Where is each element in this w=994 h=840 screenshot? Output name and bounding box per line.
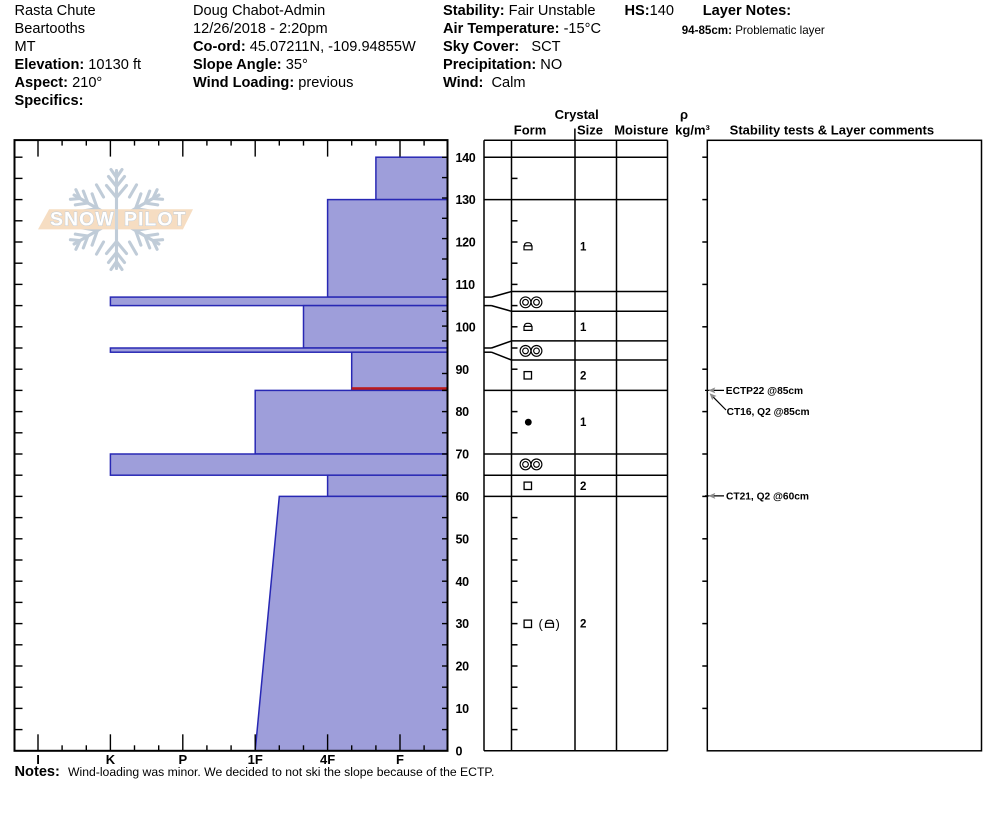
- svg-text:120: 120: [456, 236, 476, 250]
- svg-text:SNOW: SNOW: [50, 209, 115, 231]
- svg-text:50: 50: [456, 532, 470, 546]
- svg-text:110: 110: [456, 278, 476, 292]
- svg-text:K: K: [106, 752, 116, 767]
- svg-text:90: 90: [456, 363, 470, 377]
- svg-text:CT21, Q2 @60cm: CT21, Q2 @60cm: [726, 492, 809, 503]
- svg-text:1F: 1F: [248, 752, 263, 767]
- svg-text:kg/m³: kg/m³: [675, 123, 710, 138]
- svg-text:P: P: [178, 752, 187, 767]
- svg-text:Crystal: Crystal: [555, 107, 599, 122]
- svg-text:Size: Size: [577, 123, 603, 138]
- svg-text:Form: Form: [514, 123, 547, 138]
- svg-text:80: 80: [456, 405, 470, 419]
- svg-text:70: 70: [456, 448, 470, 462]
- svg-text:140: 140: [456, 151, 476, 165]
- svg-text:2: 2: [580, 371, 586, 383]
- svg-text:ρ: ρ: [680, 107, 688, 122]
- svg-text:20: 20: [456, 660, 470, 674]
- svg-text:): ): [556, 617, 560, 632]
- svg-text:1: 1: [580, 322, 587, 334]
- svg-text:130: 130: [456, 193, 476, 207]
- svg-text:1: 1: [580, 242, 587, 254]
- svg-text:PILOT: PILOT: [124, 209, 186, 231]
- svg-text:2: 2: [580, 618, 586, 630]
- svg-text:30: 30: [456, 617, 470, 631]
- svg-text:(: (: [539, 617, 544, 632]
- svg-text:I: I: [36, 752, 40, 767]
- svg-text:F: F: [396, 752, 404, 767]
- svg-text:2: 2: [580, 481, 586, 493]
- svg-text:Moisture: Moisture: [614, 123, 668, 138]
- svg-text:1: 1: [580, 417, 587, 429]
- svg-text:100: 100: [456, 320, 476, 334]
- svg-text:CT16, Q2 @85cm: CT16, Q2 @85cm: [727, 407, 810, 418]
- svg-text:60: 60: [456, 490, 470, 504]
- svg-text:40: 40: [456, 575, 470, 589]
- svg-text:Stability tests & Layer commen: Stability tests & Layer comments: [730, 123, 934, 138]
- svg-text:4F: 4F: [320, 752, 335, 767]
- svg-text:0: 0: [456, 744, 463, 758]
- svg-text:ECTP22 @85cm: ECTP22 @85cm: [726, 386, 803, 397]
- svg-text:10: 10: [456, 702, 470, 716]
